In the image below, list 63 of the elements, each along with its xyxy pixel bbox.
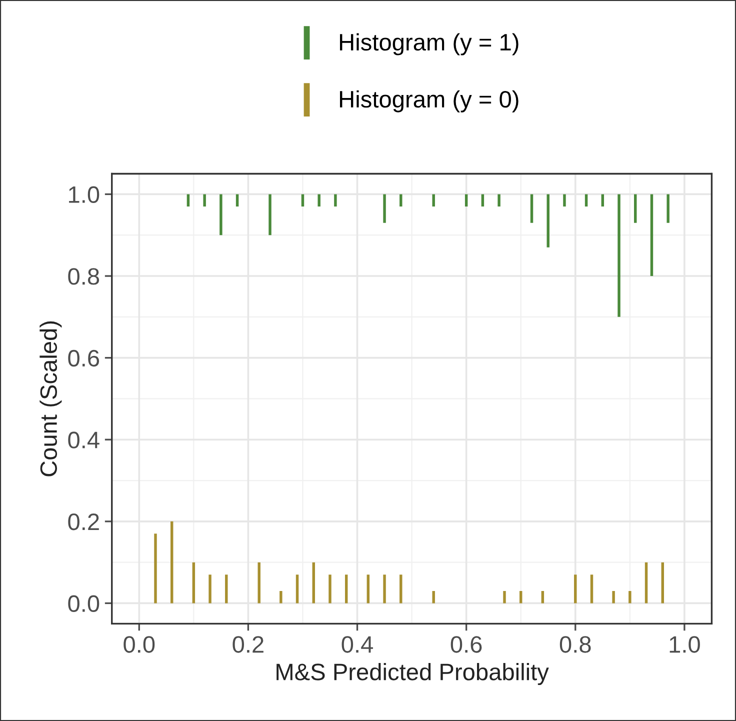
- bar: [530, 194, 534, 223]
- bar: [192, 562, 196, 604]
- bar: [432, 590, 435, 604]
- bar: [666, 194, 670, 223]
- bar: [296, 574, 299, 604]
- y-tick-label: 0.8: [68, 268, 100, 285]
- bar: [225, 574, 228, 604]
- bar: [312, 562, 315, 604]
- bar: [236, 194, 239, 206]
- y-tick-label: 0.0: [68, 595, 100, 612]
- y-axis-title: Count (Scaled): [40, 321, 62, 476]
- bar: [541, 590, 544, 604]
- bar: [498, 194, 500, 206]
- bar: [661, 562, 664, 604]
- bar: [628, 590, 632, 604]
- x-tick-label: 0.2: [232, 636, 264, 653]
- legend-label: Histogram (y = 1): [340, 33, 518, 56]
- bar: [186, 194, 190, 206]
- bar: [280, 590, 282, 604]
- bar: [634, 194, 637, 223]
- bar: [220, 194, 222, 236]
- x-tick-label: 0.6: [450, 636, 482, 653]
- y-tick-label: 0.4: [68, 432, 100, 448]
- bar: [318, 194, 320, 206]
- bar: [154, 534, 157, 604]
- bar: [400, 194, 402, 206]
- x-tick-label: 0.0: [124, 636, 155, 653]
- x-tick-label: 0.8: [560, 636, 591, 653]
- bar: [546, 194, 550, 248]
- y-tick-label: 1.0: [69, 186, 100, 203]
- bar: [383, 194, 386, 223]
- bar: [481, 194, 484, 206]
- bar: [644, 562, 648, 604]
- bar: [464, 194, 468, 206]
- bar: [519, 590, 522, 604]
- bar: [584, 194, 588, 206]
- bar: [503, 590, 506, 604]
- bar: [612, 590, 615, 604]
- bar: [268, 194, 272, 236]
- bar: [203, 194, 206, 206]
- bar: [650, 194, 654, 276]
- bar: [618, 194, 620, 317]
- bar: [208, 574, 212, 604]
- bar: [258, 562, 260, 604]
- bar: [590, 574, 594, 604]
- x-tick-label: 1.0: [670, 636, 700, 653]
- y-tick-label: 0.6: [68, 350, 100, 367]
- x-axis-title: M&S Predicted Probability: [276, 663, 549, 686]
- bar: [334, 194, 337, 206]
- bar: [366, 574, 370, 604]
- legend-label: Histogram (y = 0): [340, 90, 518, 112]
- bar: [383, 574, 386, 604]
- bar: [170, 521, 174, 604]
- bar: [301, 194, 304, 206]
- y-tick-label: 0.2: [68, 513, 99, 530]
- bar: [328, 574, 332, 604]
- bar: [563, 194, 566, 206]
- x-tick-label: 0.4: [342, 636, 373, 653]
- bar: [400, 574, 402, 604]
- bar: [432, 194, 435, 206]
- bar: [574, 574, 577, 604]
- bar: [344, 574, 348, 604]
- bar: [601, 194, 604, 206]
